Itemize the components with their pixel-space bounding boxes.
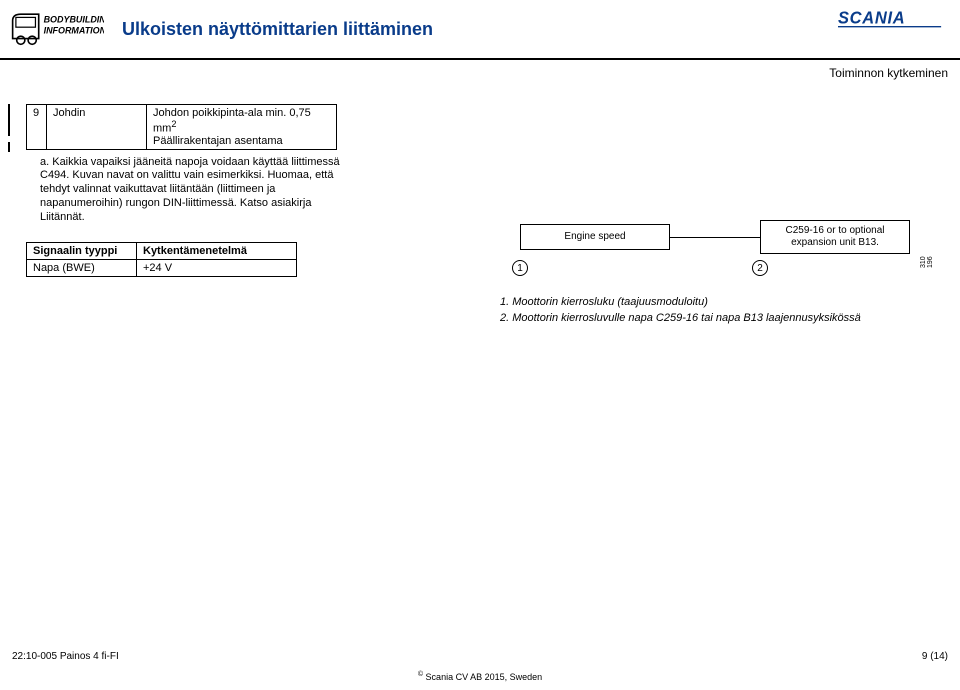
table-row: Napa (BWE) +24 V: [27, 260, 297, 277]
footer-company: Scania CV AB 2015, Sweden: [426, 672, 543, 682]
section-subhead: Toiminnon kytkeminen: [829, 66, 948, 80]
diagram-node-2: 2: [752, 260, 768, 276]
row-spec: Johdon poikkipinta-ala min. 0,75 mm2 Pää…: [147, 105, 337, 150]
table-row: 9 Johdin Johdon poikkipinta-ala min. 0,7…: [27, 105, 337, 150]
diagram-connector-line: [670, 237, 760, 238]
diagram-node-1: 1: [512, 260, 528, 276]
row-label: Johdin: [47, 105, 147, 150]
revision-bar: [8, 142, 10, 152]
bodybuilder-logo: BODYBUILDING INFORMATION: [0, 2, 110, 57]
footnote-a: a. Kaikkia vapaiksi jääneitä napoja void…: [40, 156, 350, 225]
sig-cell: Napa (BWE): [27, 260, 137, 277]
page-header: BODYBUILDING INFORMATION Ulkoisten näytt…: [0, 0, 960, 60]
brand-text: SCANIA: [838, 8, 905, 27]
row-number: 9: [27, 105, 47, 150]
logo-text-bottom: INFORMATION: [44, 25, 104, 35]
table-row: Signaalin tyyppi Kytkentämenetelmä: [27, 243, 297, 260]
logo-text-top: BODYBUILDING: [44, 14, 104, 24]
spec-text: Johdon poikkipinta-ala min. 0,75 mm: [153, 107, 311, 135]
revision-bar: [8, 104, 10, 136]
spec-table: 9 Johdin Johdon poikkipinta-ala min. 0,7…: [26, 104, 337, 150]
scania-logo: SCANIA: [838, 6, 948, 34]
page-title: Ulkoisten näyttömittarien liittäminen: [122, 19, 960, 40]
diagram-box-c259: C259-16 or to optional expansion unit B1…: [760, 220, 910, 254]
copyright-mark: ©: [418, 671, 423, 678]
diagram-box-engine-speed: Engine speed: [520, 224, 670, 250]
footer-page-number: 9 (14): [922, 651, 948, 662]
sig-cell: +24 V: [137, 260, 297, 277]
footer-copyright: © Scania CV AB 2015, Sweden: [418, 671, 542, 682]
footer-doc-id: 22:10-005 Painos 4 fi-FI: [12, 651, 119, 662]
diagram-ref-number: 310 196: [920, 248, 934, 268]
caption-2: 2. Moottorin kierrosluvulle napa C259-16…: [500, 312, 861, 324]
sig-header-1: Signaalin tyyppi: [27, 243, 137, 260]
signal-table: Signaalin tyyppi Kytkentämenetelmä Napa …: [26, 242, 297, 277]
truck-icon: BODYBUILDING INFORMATION: [6, 6, 104, 50]
sig-header-2: Kytkentämenetelmä: [137, 243, 297, 260]
spec-text2: Päällirakentajan asentama: [153, 135, 283, 147]
spec-sup: 2: [171, 119, 176, 129]
caption-1: 1. Moottorin kierrosluku (taajuusmoduloi…: [500, 296, 708, 308]
